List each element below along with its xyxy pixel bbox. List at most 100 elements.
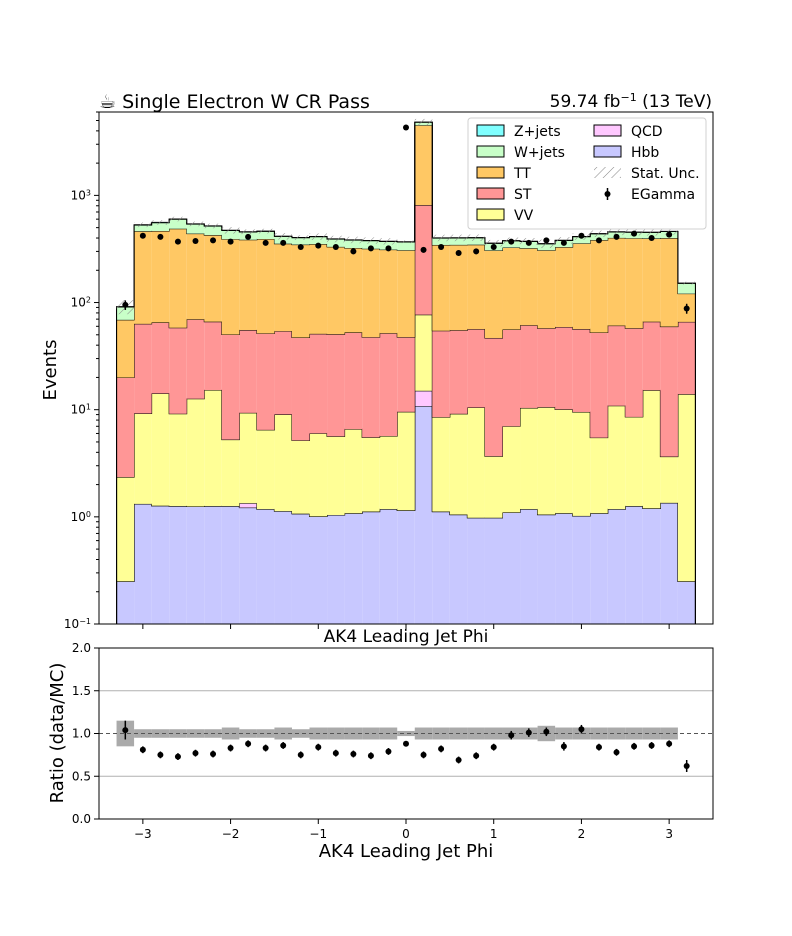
bar-tt	[169, 228, 187, 328]
bar-tt	[625, 238, 643, 329]
unc-band-bin	[414, 118, 433, 126]
bar-vv	[414, 314, 433, 391]
ratio-unc-bin	[151, 729, 170, 738]
bar-w-jets	[344, 240, 363, 249]
bar-st	[502, 329, 521, 427]
data-point	[613, 233, 620, 240]
ratio-point	[157, 751, 164, 758]
unc-band-bin	[449, 234, 468, 242]
bar-w-jets	[432, 238, 450, 245]
bar-vv	[344, 429, 363, 514]
data-point	[122, 301, 129, 308]
bar-tt	[449, 244, 468, 331]
bar-tt	[607, 237, 626, 326]
ratio-points	[122, 720, 690, 772]
bar-vv	[590, 437, 608, 514]
data-point	[508, 238, 515, 245]
bar-vv	[239, 412, 257, 504]
ratio-point	[666, 740, 673, 747]
data-point	[332, 243, 339, 250]
bar-vv	[677, 394, 696, 582]
data-point	[297, 243, 304, 250]
bar-hbb	[555, 513, 573, 624]
bar-vv	[151, 393, 170, 506]
bar-tt	[362, 248, 380, 338]
bar-st	[362, 337, 380, 438]
bar-hbb	[116, 581, 135, 624]
bar-hbb	[449, 514, 468, 624]
bar-st	[625, 328, 643, 417]
bar-st	[309, 333, 328, 434]
ratio-point	[595, 744, 602, 751]
bar-tt	[484, 250, 503, 338]
stacked-histogram	[116, 121, 696, 624]
ratio-x-axis-label: AK4 Leading Jet Phi	[319, 841, 494, 862]
bar-vv	[274, 414, 292, 512]
y-tick-label: 101	[71, 402, 91, 417]
ratio-unc-bin	[397, 730, 415, 737]
bar-vv	[572, 411, 591, 516]
legend-swatch-st	[476, 187, 505, 200]
ratio-unc-bin	[186, 729, 205, 738]
ratio-unc-bin	[642, 727, 661, 740]
bar-vv	[625, 416, 643, 507]
bar-w-jets	[169, 219, 187, 229]
bar-tt	[116, 319, 135, 378]
ratio-y-tick-label: 2.0	[72, 641, 91, 655]
unc-band-bin	[642, 229, 661, 236]
legend-label-z-jets: Z+jets	[514, 124, 561, 140]
y-tick-label: 100	[71, 509, 91, 524]
legend-label-vv: VV	[514, 208, 534, 224]
data-point	[595, 237, 602, 244]
bar-tt	[344, 248, 363, 333]
ratio-point	[455, 757, 462, 764]
bar-hbb	[625, 506, 643, 624]
bar-vv	[186, 398, 205, 507]
data-point	[578, 232, 585, 239]
bar-tt	[502, 247, 521, 330]
data-point	[350, 248, 357, 255]
bar-vv	[537, 407, 556, 515]
bar-qcd	[414, 390, 433, 407]
bar-hbb	[607, 509, 626, 624]
data-point	[490, 243, 497, 250]
unc-band-bin	[256, 228, 275, 234]
data-point	[192, 238, 199, 245]
bar-hbb	[204, 506, 222, 624]
ratio-unc-bin	[221, 727, 240, 740]
data-point	[174, 238, 181, 245]
ratio-unc-bin	[607, 727, 626, 740]
bar-hbb	[344, 513, 363, 624]
legend-label-qcd: QCD	[631, 124, 663, 140]
bar-st	[660, 326, 678, 457]
bar-tt	[572, 243, 591, 330]
bar-w-jets	[204, 226, 222, 236]
ratio-point	[420, 751, 427, 758]
bar-w-jets	[291, 237, 310, 245]
ratio-point	[438, 745, 445, 752]
ratio-point	[297, 751, 304, 758]
bar-tt	[467, 244, 485, 330]
ratio-point	[139, 746, 146, 753]
ratio-unc-bin	[362, 727, 380, 740]
bar-w-jets	[572, 236, 591, 244]
bar-hbb	[134, 503, 152, 624]
bar-st	[186, 319, 205, 399]
unc-band-bin	[590, 230, 608, 238]
bar-hbb	[572, 515, 591, 624]
bar-hbb	[642, 508, 661, 624]
bar-hbb	[327, 515, 345, 624]
bar-hbb	[590, 513, 608, 624]
bar-tt	[309, 244, 328, 334]
data-point	[315, 242, 322, 249]
data-point	[245, 233, 252, 240]
legend-swatch-tt	[476, 166, 505, 179]
bar-tt	[291, 244, 310, 338]
legend-swatch-vv	[476, 208, 505, 221]
ratio-point	[543, 728, 550, 735]
unc-band-bin	[291, 235, 310, 240]
bar-vv	[555, 409, 573, 514]
data-point	[385, 245, 392, 252]
data-point	[262, 239, 269, 246]
ratio-panel: 0.0 0.5 1.0 1.5 2.0 −3 −2 −1 0 1 2 3 Ratio (data/M…	[47, 641, 714, 862]
